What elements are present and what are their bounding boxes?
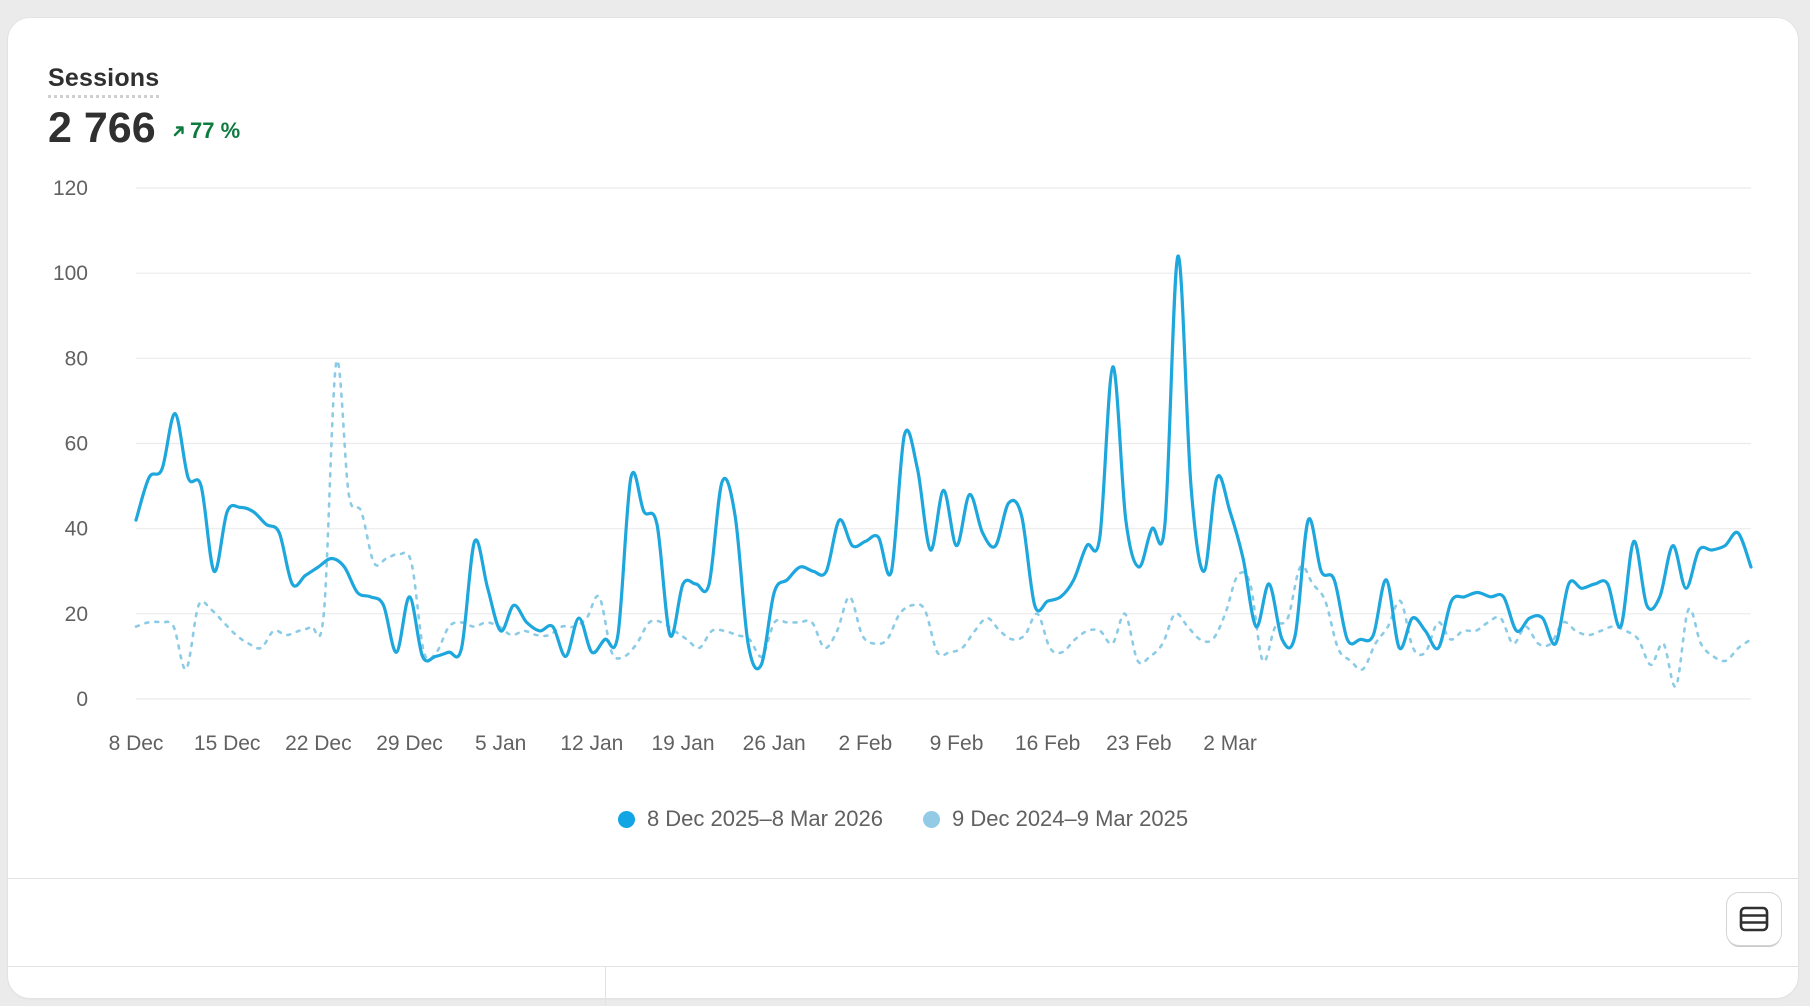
x-tick-label: 15 Dec bbox=[194, 732, 261, 755]
x-tick-label: 9 Feb bbox=[930, 732, 984, 755]
y-tick-label: 60 bbox=[65, 433, 88, 456]
card-divider bbox=[8, 878, 1798, 879]
x-tick-label: 22 Dec bbox=[285, 732, 352, 755]
metric-change-value: 77 % bbox=[190, 118, 241, 143]
x-tick-label: 12 Jan bbox=[560, 732, 623, 755]
y-tick-label: 120 bbox=[53, 177, 88, 200]
y-tick-label: 40 bbox=[65, 518, 88, 541]
sessions-line-chart: 0 20 40 60 80 100 120 8 Dec 15 Dec 22 Dec 29 Dec 5 … bbox=[53, 177, 1753, 755]
metric-value: 2 766 bbox=[48, 104, 156, 152]
x-tick-label: 5 Jan bbox=[475, 732, 526, 755]
x-tick-label: 26 Jan bbox=[743, 732, 806, 755]
legend-item-previous[interactable]: 9 Dec 2024–9 Mar 2025 bbox=[923, 806, 1188, 832]
x-tick-label: 19 Jan bbox=[651, 732, 714, 755]
bottom-divider bbox=[8, 966, 1798, 967]
metric-title[interactable]: Sessions bbox=[48, 64, 160, 98]
legend-label-current: 8 Dec 2025–8 Mar 2026 bbox=[646, 806, 883, 831]
y-tick-label: 100 bbox=[53, 262, 88, 285]
x-tick-label: 29 Dec bbox=[376, 732, 443, 755]
metric-change: 77 % bbox=[172, 118, 240, 144]
x-tick-label: 23 Feb bbox=[1106, 732, 1171, 755]
legend-label-previous: 9 Dec 2024–9 Mar 2025 bbox=[952, 806, 1189, 831]
y-tick-label: 80 bbox=[65, 347, 88, 370]
x-tick-label: 16 Feb bbox=[1015, 732, 1080, 755]
chart-legend: 8 Dec 2025–8 Mar 2026 9 Dec 2024–9 Mar 2… bbox=[8, 806, 1798, 832]
y-tick-label: 0 bbox=[76, 688, 88, 711]
legend-item-current[interactable]: 8 Dec 2025–8 Mar 2026 bbox=[617, 806, 883, 832]
x-tick-label: 2 Mar bbox=[1203, 732, 1257, 755]
table-icon bbox=[1739, 906, 1769, 932]
sessions-card: Sessions 2 766 77 % 0 20 40 60 80 100 120 8 Dec… bbox=[8, 18, 1798, 1006]
y-tick-label: 20 bbox=[65, 603, 88, 626]
bottom-split bbox=[605, 966, 606, 1006]
arrow-up-right-icon bbox=[173, 126, 184, 137]
series-line-current bbox=[134, 254, 1753, 671]
legend-dot-current bbox=[617, 810, 635, 828]
x-tick-label: 8 Dec bbox=[109, 732, 164, 755]
legend-dot-previous bbox=[923, 810, 940, 828]
x-tick-label: 2 Feb bbox=[839, 732, 893, 755]
series-line-previous bbox=[134, 359, 1753, 688]
view-table-button[interactable] bbox=[1727, 893, 1781, 945]
